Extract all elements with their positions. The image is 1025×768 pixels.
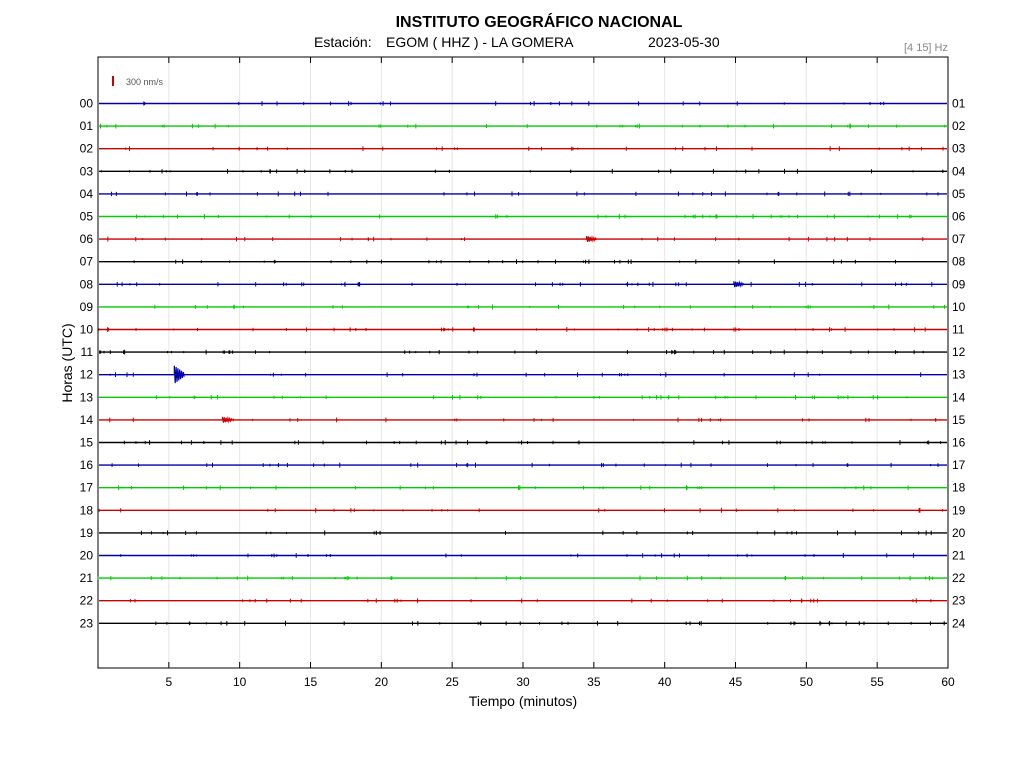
hour-label-right: 22 bbox=[952, 571, 966, 585]
hour-label-left: 01 bbox=[80, 119, 94, 133]
x-axis-label: Tiempo (minutos) bbox=[469, 693, 577, 709]
scale-label: 300 nm/s bbox=[126, 77, 164, 87]
hour-labels-left: 00 01 02 03 04 05 06 07 08 09 10 11 12 13 14 15 16 17 18 19… bbox=[80, 97, 94, 631]
hour-label-right: 01 bbox=[952, 97, 966, 111]
hour-label-left: 11 bbox=[81, 345, 94, 359]
hour-label-left: 03 bbox=[80, 164, 94, 178]
hour-label-left: 19 bbox=[80, 526, 94, 540]
hour-label-right: 19 bbox=[952, 503, 966, 517]
y-axis-label: Horas (UTC) bbox=[59, 323, 75, 402]
hour-label-right: 11 bbox=[952, 323, 965, 337]
hour-label-right: 17 bbox=[952, 458, 966, 472]
hour-label-right: 07 bbox=[952, 232, 966, 246]
hour-label-right: 04 bbox=[952, 164, 966, 178]
hour-label-right: 12 bbox=[952, 345, 966, 359]
hour-label-left: 06 bbox=[80, 232, 94, 246]
chart-date: 2023-05-30 bbox=[648, 34, 720, 50]
seismic-event bbox=[221, 415, 233, 424]
hour-label-right: 23 bbox=[952, 594, 966, 608]
hour-label-left: 18 bbox=[80, 503, 94, 517]
seismic-event bbox=[733, 280, 745, 288]
hour-label-right: 18 bbox=[952, 481, 966, 495]
x-tick-label: 60 bbox=[941, 675, 955, 689]
hour-label-right: 16 bbox=[952, 436, 966, 450]
seismic-event bbox=[585, 235, 598, 243]
hour-label-left: 21 bbox=[80, 571, 94, 585]
x-tick-label: 30 bbox=[516, 675, 530, 689]
hour-label-right: 09 bbox=[952, 277, 966, 291]
hour-label-left: 14 bbox=[80, 413, 94, 427]
x-tick-label: 55 bbox=[870, 675, 884, 689]
x-tick-label: 35 bbox=[587, 675, 601, 689]
hour-label-right: 14 bbox=[952, 390, 966, 404]
scale-bar bbox=[112, 76, 114, 86]
frequency-band: [4 15] Hz bbox=[904, 42, 948, 54]
x-tick-label: 40 bbox=[658, 675, 672, 689]
x-tick-label: 5 bbox=[165, 675, 172, 689]
hour-label-left: 04 bbox=[80, 187, 94, 201]
hour-label-right: 02 bbox=[952, 119, 966, 133]
hour-label-left: 05 bbox=[80, 210, 94, 224]
hour-label-right: 05 bbox=[952, 187, 966, 201]
hour-label-right: 13 bbox=[952, 368, 966, 382]
hour-label-right: 15 bbox=[952, 413, 966, 427]
x-tick-label: 10 bbox=[233, 675, 247, 689]
hour-label-left: 17 bbox=[80, 481, 94, 495]
hour-label-left: 22 bbox=[80, 594, 94, 608]
hour-label-left: 02 bbox=[80, 142, 94, 156]
hour-label-left: 10 bbox=[80, 323, 94, 337]
hour-label-right: 08 bbox=[952, 255, 966, 269]
hour-labels-right: 01 02 03 04 05 06 07 08 09 10 11 12 13 14 15 16 17 18 19 20… bbox=[952, 97, 966, 631]
x-tick-label: 20 bbox=[375, 675, 389, 689]
hour-label-left: 15 bbox=[80, 436, 94, 450]
hour-label-left: 20 bbox=[80, 549, 94, 563]
x-axis-ticks: 5 10 15 20 25 30 35 40 45 50 55 60 bbox=[165, 57, 955, 689]
chart-title: INSTITUTO GEOGRÁFICO NACIONAL bbox=[396, 12, 683, 31]
x-tick-label: 50 bbox=[800, 675, 814, 689]
hour-label-left: 00 bbox=[80, 97, 94, 111]
hour-label-left: 12 bbox=[80, 368, 94, 382]
hour-label-right: 20 bbox=[952, 526, 966, 540]
station-name: EGOM ( HHZ ) - LA GOMERA bbox=[386, 34, 574, 50]
hour-label-right: 24 bbox=[952, 616, 966, 630]
hour-label-right: 10 bbox=[952, 300, 966, 314]
x-tick-label: 15 bbox=[304, 675, 318, 689]
hour-traces bbox=[97, 101, 947, 626]
hour-label-left: 08 bbox=[80, 277, 94, 291]
hour-label-left: 13 bbox=[80, 390, 94, 404]
hour-label-left: 23 bbox=[80, 616, 94, 630]
hour-label-right: 03 bbox=[952, 142, 966, 156]
hour-label-left: 09 bbox=[80, 300, 94, 314]
x-tick-label: 45 bbox=[729, 675, 743, 689]
hour-label-left: 07 bbox=[80, 255, 94, 269]
vertical-gridlines bbox=[168, 57, 878, 668]
hour-label-right: 21 bbox=[952, 549, 966, 563]
hour-label-right: 06 bbox=[952, 210, 966, 224]
hour-label-left: 16 bbox=[80, 458, 94, 472]
seismic-event bbox=[173, 365, 185, 384]
station-label: Estación: bbox=[314, 34, 372, 50]
x-tick-label: 25 bbox=[445, 675, 459, 689]
